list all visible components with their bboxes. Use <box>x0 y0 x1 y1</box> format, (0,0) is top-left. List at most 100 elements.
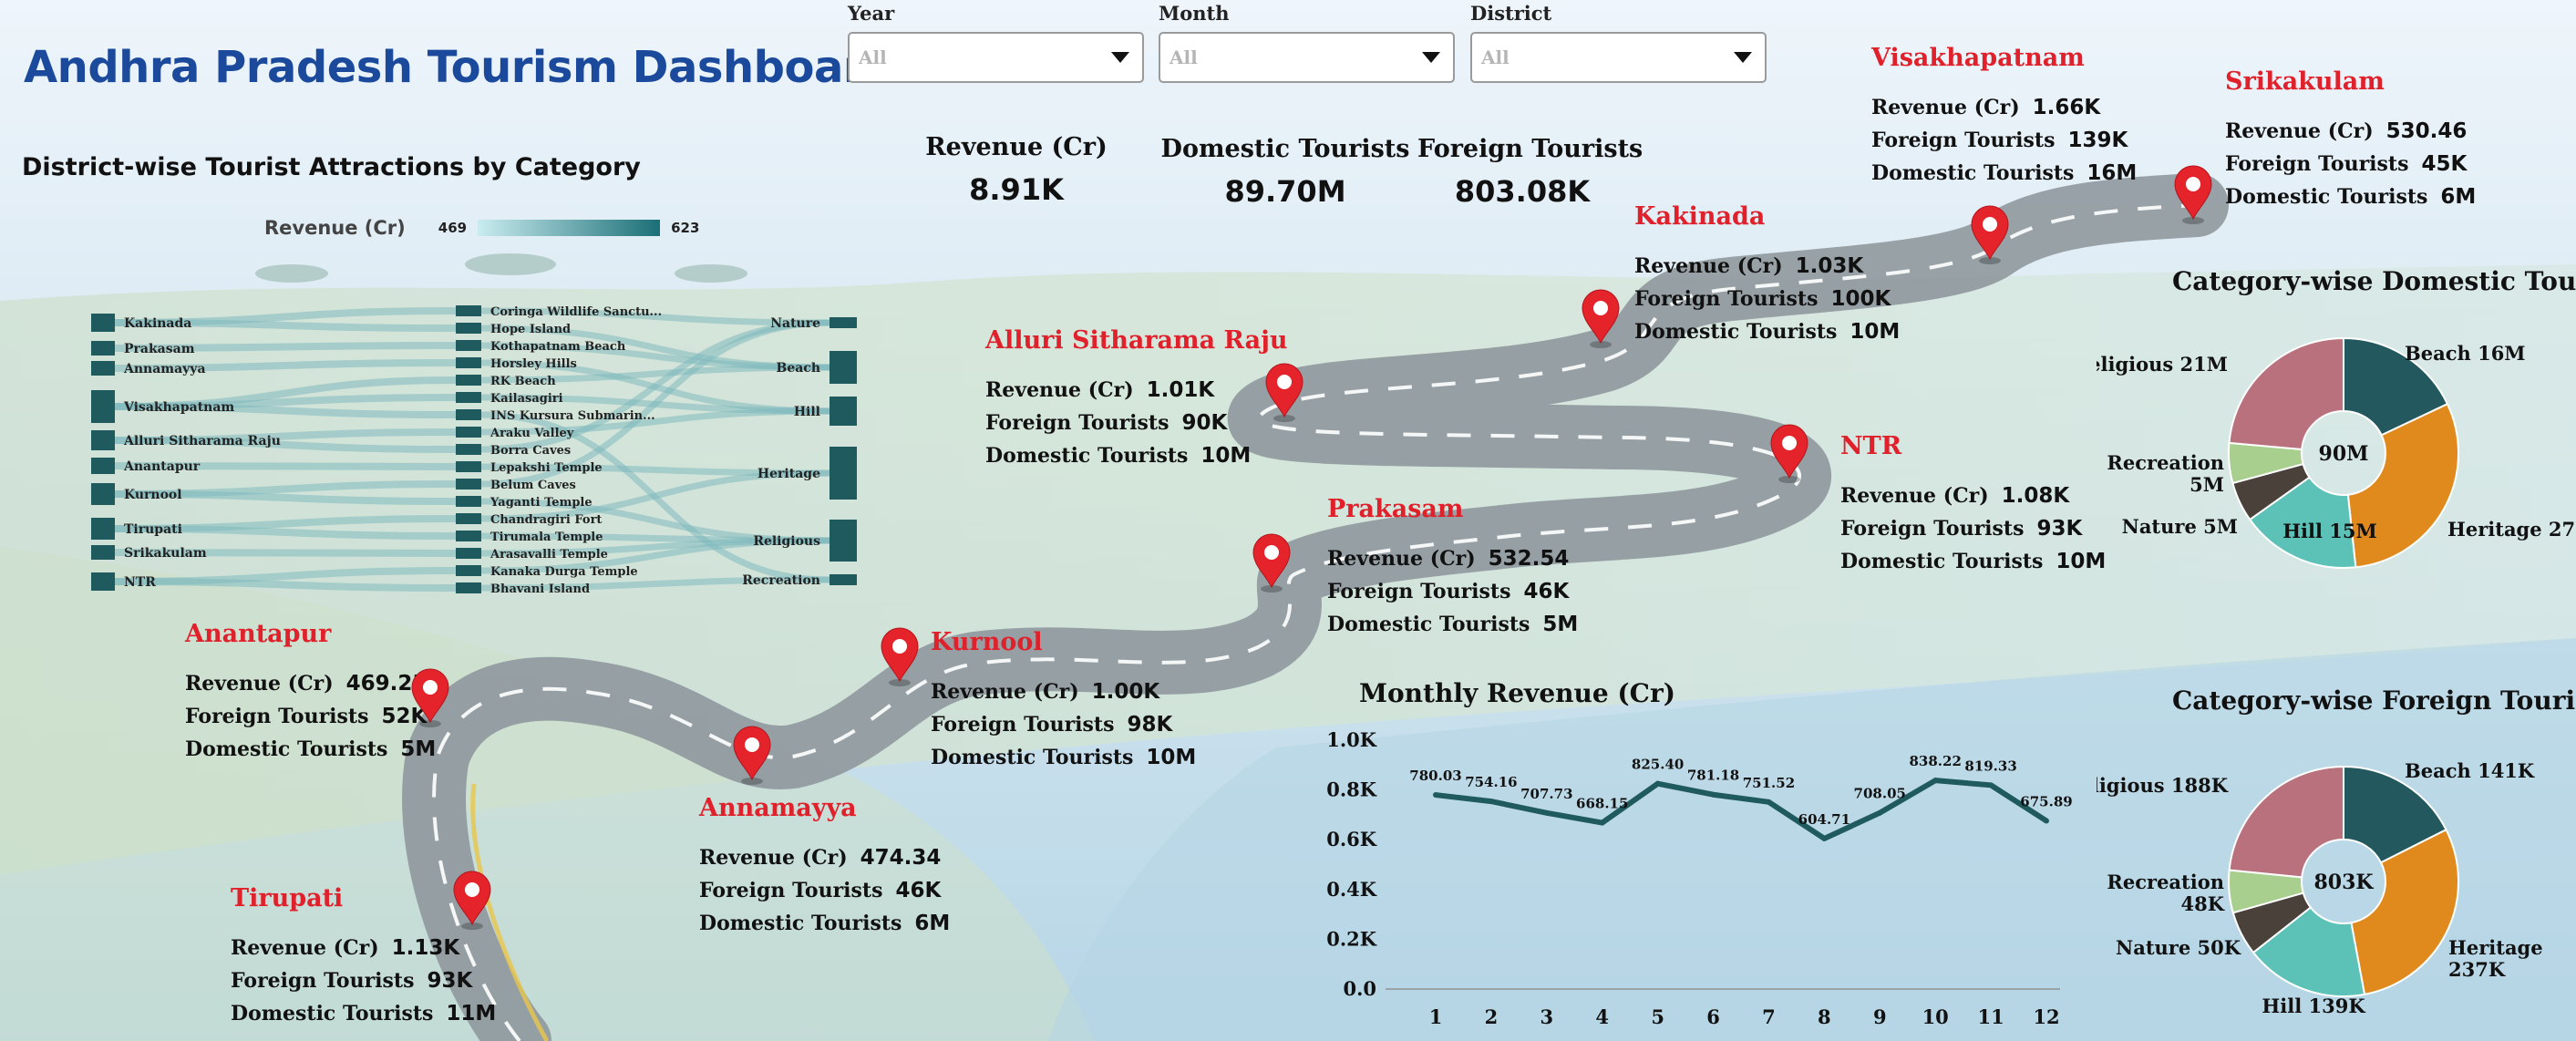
sankey-attraction-node[interactable] <box>456 340 481 351</box>
revenue-point[interactable] <box>1599 819 1605 826</box>
revenue-point[interactable] <box>1433 792 1438 799</box>
sankey-attraction-node[interactable] <box>456 513 481 524</box>
district-card-alluri: Alluri Sitharama Raju Revenue (Cr) 1.01K … <box>985 326 1287 468</box>
sankey-attraction-node[interactable] <box>456 427 481 438</box>
pin-icon-visakhapatnam[interactable] <box>1971 205 2009 265</box>
foreign-label: Foreign Tourists <box>985 411 1170 435</box>
sankey-district-node[interactable] <box>91 390 115 423</box>
sankey-category-node[interactable] <box>829 397 857 426</box>
filter-month-dropdown[interactable]: All <box>1159 32 1455 83</box>
sankey-attraction-node[interactable] <box>456 357 481 368</box>
legend-label: Revenue (Cr) <box>264 217 406 239</box>
sankey-district-node[interactable] <box>91 518 115 540</box>
sankey-category-node[interactable] <box>829 351 857 384</box>
sankey-attraction-node[interactable] <box>456 582 481 593</box>
sankey-attraction-label: RK Beach <box>490 375 556 388</box>
sankey-district-node[interactable] <box>91 314 115 332</box>
road <box>402 173 2229 1041</box>
sankey-category-node[interactable] <box>829 520 857 562</box>
sankey-attraction-node[interactable] <box>456 323 481 334</box>
pie-label: Religious 188K <box>2097 774 2229 797</box>
pin-icon-annamayya[interactable] <box>733 726 771 786</box>
domestic-label: Domestic Tourists <box>1871 161 2075 185</box>
sankey-district-node[interactable] <box>91 572 115 591</box>
x-tick-label: 7 <box>1762 1005 1776 1028</box>
pie-label: Heritage 27M <box>2447 518 2576 541</box>
sankey-attraction-node[interactable] <box>456 461 481 472</box>
district-name: Visakhapatnam <box>1871 44 2085 72</box>
foreign-label: Foreign Tourists <box>1840 517 2025 541</box>
pie-slice-religious[interactable] <box>2228 336 2344 451</box>
pie-label: Heritage 237K <box>2448 936 2543 981</box>
sankey-district-node[interactable] <box>91 341 115 356</box>
district-card-prakasam: Prakasam Revenue (Cr) 532.54 Foreign Tour… <box>1327 495 1578 636</box>
revenue-point[interactable] <box>1488 799 1494 805</box>
sankey-district-node[interactable] <box>91 458 115 474</box>
revenue-point[interactable] <box>1543 809 1550 816</box>
pin-icon-kakinada[interactable] <box>1582 289 1620 349</box>
sankey-attraction-node[interactable] <box>456 496 481 507</box>
sankey-attraction-label: Coringa Wildlife Sanctu... <box>490 305 662 319</box>
foreign-value: 52K <box>381 705 428 728</box>
pie-slice-beach[interactable] <box>2343 336 2449 437</box>
revenue-point[interactable] <box>1988 782 1994 788</box>
revenue-point[interactable] <box>1710 791 1716 798</box>
pie-slice-religious[interactable] <box>2228 765 2344 879</box>
sankey-category-node[interactable] <box>829 317 857 328</box>
filter-district-dropdown[interactable]: All <box>1470 32 1767 83</box>
sankey-district-node[interactable] <box>91 483 115 505</box>
sankey-attraction-node[interactable] <box>456 409 481 420</box>
district-card-ntr: NTR Revenue (Cr) 1.08K Foreign Tourists 93… <box>1840 432 2106 573</box>
sankey-attraction-node[interactable] <box>456 392 481 403</box>
revenue-point[interactable] <box>2044 818 2049 824</box>
revenue-point[interactable] <box>1654 780 1661 787</box>
pie-label: Hill 139K <box>2262 995 2365 1017</box>
sankey-attraction-node[interactable] <box>456 305 481 316</box>
sankey-district-node[interactable] <box>91 361 115 376</box>
pin-icon-srikakulam[interactable] <box>2174 165 2212 225</box>
pin-icon-alluri[interactable] <box>1265 363 1303 423</box>
pie-slice-beach[interactable] <box>2343 765 2447 864</box>
kpi-domestic-label: Domestic Tourists <box>1160 135 1410 163</box>
sankey-attraction-node[interactable] <box>456 444 481 455</box>
district-name: Anantapur <box>185 620 332 648</box>
sankey-category-label: Recreation <box>742 573 820 588</box>
revenue-point[interactable] <box>1877 809 1883 816</box>
sankey-attraction-node[interactable] <box>456 531 481 541</box>
pie-slice-hill[interactable] <box>2251 906 2366 997</box>
pie-slice-heritage[interactable] <box>2350 828 2459 996</box>
sankey-category-node[interactable] <box>829 574 857 585</box>
pie-slice-hill[interactable] <box>2248 476 2357 569</box>
foreign-label: Foreign Tourists <box>1327 580 1511 603</box>
revenue-line <box>1435 778 2048 841</box>
sankey-attraction-node[interactable] <box>456 548 481 559</box>
pin-icon-anantapur[interactable] <box>411 668 449 728</box>
legend-min: 469 <box>438 220 468 236</box>
pie-label: Hill 15M <box>2282 520 2377 542</box>
filter-month-label: Month <box>1159 2 1230 25</box>
sankey-attraction-label: Hope Island <box>490 323 571 336</box>
filter-year: Year All <box>848 2 1144 83</box>
sankey-category-node[interactable] <box>829 447 857 500</box>
pin-icon-tirupati[interactable] <box>453 871 491 931</box>
foreign-label: Foreign Tourists <box>699 879 883 902</box>
revenue-point[interactable] <box>1932 778 1939 784</box>
revenue-label: Revenue (Cr) <box>1871 96 2020 119</box>
revenue-point[interactable] <box>1766 799 1772 805</box>
sankey-district-node[interactable] <box>91 430 115 450</box>
pie-slice-heritage[interactable] <box>2346 402 2459 569</box>
district-name: Alluri Sitharama Raju <box>985 326 1288 355</box>
filter-year-dropdown[interactable]: All <box>848 32 1144 83</box>
sankey-district-label: Visakhapatnam <box>123 400 234 415</box>
pin-icon-prakasam[interactable] <box>1252 533 1291 593</box>
domestic-value: 5M <box>1542 613 1579 636</box>
sankey-district-node[interactable] <box>91 545 115 560</box>
sankey-attraction-node[interactable] <box>456 565 481 576</box>
pie-label: Recreation 48K <box>2107 871 2224 915</box>
domestic-label: Domestic Tourists <box>699 912 902 935</box>
sankey-attraction-node[interactable] <box>456 479 481 490</box>
revenue-point[interactable] <box>1821 835 1828 841</box>
sankey-attraction-node[interactable] <box>456 375 481 386</box>
pin-icon-kurnool[interactable] <box>881 627 919 687</box>
pin-icon-ntr[interactable] <box>1770 424 1808 484</box>
